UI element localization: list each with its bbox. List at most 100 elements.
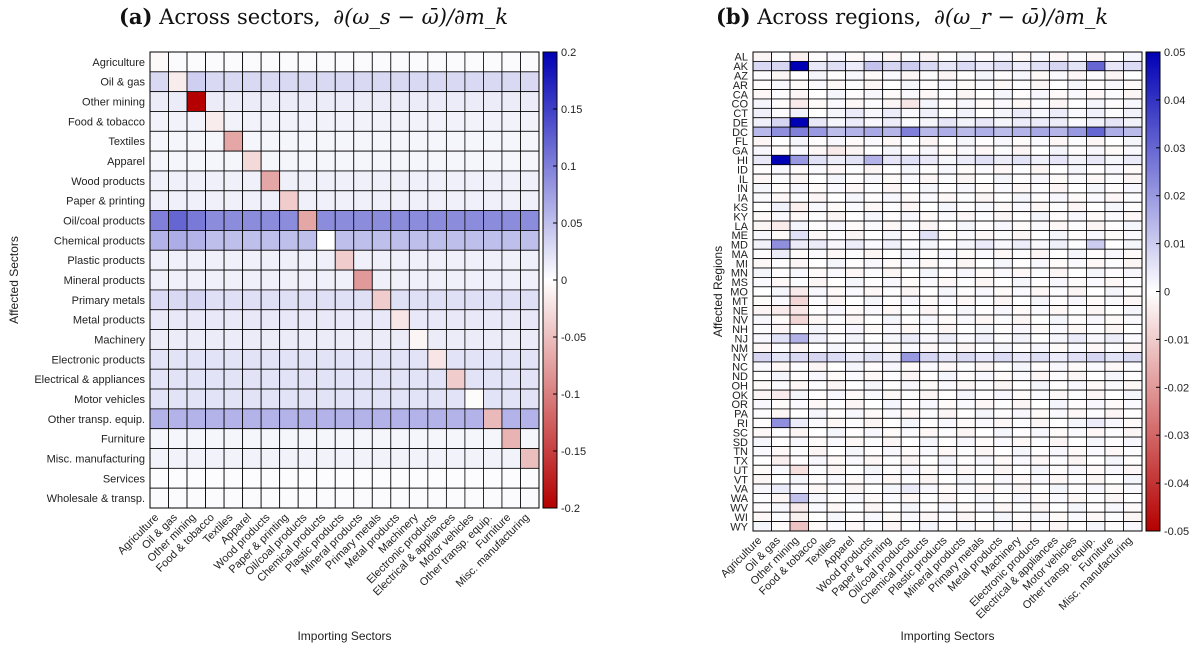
heatmap-cell-ct-metal-products [993, 107, 1013, 119]
heatmap-cell-wv-other-mining [789, 502, 809, 513]
heatmap-cell-mo-apparel [845, 286, 865, 297]
heatmap-cell-misc-manufacturing-plastic-products [334, 448, 355, 469]
heatmap-cell-il-furniture [1104, 173, 1124, 184]
heatmap-cell-primary-metals-wood-products [260, 289, 281, 311]
heatmap-cell-ri-primary-metals [974, 417, 995, 429]
heatmap-cell-other-mining-motor-vehicles [464, 91, 484, 112]
y-tick-label: PA [734, 409, 749, 421]
heatmap-cell-me-chemical-products [919, 230, 939, 241]
heatmap-cell-me-other-mining [789, 230, 809, 241]
heatmap-cell-electronic-products-paper-printing [279, 348, 299, 370]
heatmap-cell-az-chemical-products [919, 70, 939, 81]
heatmap-cell-mt-misc-manufacturing [1123, 295, 1143, 306]
heatmap-cell-ky-motor-vehicles [1067, 211, 1087, 222]
heatmap-cell-textiles-textiles [223, 130, 244, 152]
heatmap-cell-ma-mineral-products [956, 248, 976, 260]
heatmap-cell-agriculture-metal-products [390, 51, 410, 73]
heatmap-cell-mineral-products-wood-products [260, 269, 281, 291]
heatmap-cell-textiles-apparel [242, 130, 262, 152]
heatmap-cell-nm-oil-gas [771, 342, 791, 353]
y-tick-label: MA [732, 249, 749, 261]
heatmap-cell-mt-textiles [826, 295, 847, 306]
heatmap-cell-nc-apparel [845, 361, 865, 372]
heatmap-cell-nv-metal-products [993, 314, 1013, 325]
heatmap-cell-nm-furniture [1104, 342, 1124, 353]
heatmap-cell-ca-oil-coal-products [900, 89, 921, 100]
heatmap-cell-id-other-transp-equip [1086, 164, 1106, 175]
heatmap-cell-va-other-transp-equip [1086, 483, 1106, 494]
heatmap-cell-hi-paper-printing [882, 154, 902, 166]
heatmap-cell-wa-other-transp-equip [1086, 493, 1106, 504]
heatmap-cell-il-chemical-products [919, 173, 939, 184]
heatmap-cell-wy-furniture [1104, 521, 1124, 532]
y-tick-label: DE [733, 117, 748, 129]
heatmap-cell-nc-chemical-products [919, 361, 939, 372]
heatmap-cell-ri-oil-coal-products [900, 417, 921, 429]
heatmap-cell-or-mineral-products [956, 399, 976, 410]
heatmap-cell-food-tobacco-primary-metals [371, 111, 392, 132]
heatmap-cell-ks-apparel [845, 201, 865, 213]
heatmap-cell-ia-food-tobacco [808, 192, 828, 203]
heatmap-cell-nc-electrical-appliances [1048, 361, 1069, 372]
heatmap-cell-ma-misc-manufacturing [1123, 248, 1143, 260]
heatmap-cell-wholesale-transp-paper-printing [279, 487, 299, 509]
heatmap-cell-tx-machinery [1011, 455, 1032, 466]
y-tick-label: NV [733, 315, 749, 327]
heatmap-cell-or-furniture [1104, 399, 1124, 410]
heatmap-cell-ga-oil-gas [771, 145, 791, 156]
heatmap-cell-mt-chemical-products [919, 295, 939, 306]
heatmap-cell-furniture-machinery [408, 428, 429, 449]
heatmap-cell-oil-coal-products-misc-manufacturing [520, 210, 540, 231]
heatmap-cell-md-metal-products [993, 239, 1013, 250]
heatmap-cell-furniture-other-mining [186, 428, 206, 449]
heatmap-cell-fl-electronic-products [1030, 136, 1050, 147]
heatmap-cell-electrical-appliances-apparel [242, 368, 262, 390]
heatmap-cell-ny-electrical-appliances [1048, 352, 1069, 363]
heatmap-cell-metal-products-textiles [223, 309, 244, 330]
heatmap-cell-electronic-products-oil-coal-products [297, 348, 318, 370]
heatmap-cell-machinery-motor-vehicles [464, 329, 484, 350]
heatmap-cell-misc-manufacturing-other-transp-equip [483, 448, 503, 469]
heatmap-cell-sc-textiles [826, 427, 847, 438]
heatmap-cell-apparel-oil-coal-products [297, 150, 318, 172]
heatmap-cell-other-transp-equip-electronic-products [427, 408, 447, 430]
heatmap-cell-mt-paper-printing [882, 295, 902, 306]
heatmap-cell-al-oil-gas [771, 51, 791, 62]
heatmap-cell-metal-products-chemical-products [316, 309, 336, 330]
heatmap-cell-pa-motor-vehicles [1067, 408, 1087, 419]
heatmap-cell-mo-primary-metals [974, 286, 995, 297]
heatmap-cell-co-furniture [1104, 98, 1124, 109]
heatmap-cell-la-primary-metals [974, 220, 995, 231]
heatmap-cell-misc-manufacturing-food-tobacco [205, 448, 225, 469]
heatmap-cell-services-metal-products [390, 467, 410, 489]
heatmap-cell-de-other-mining [789, 117, 809, 128]
heatmap-cell-misc-manufacturing-chemical-products [316, 448, 336, 469]
heatmap-cell-chemical-products-paper-printing [279, 230, 299, 251]
heatmap-cell-la-apparel [845, 220, 865, 231]
colorbar-tick-label: 0.01 [1164, 239, 1185, 251]
heatmap-cell-de-metal-products [993, 117, 1013, 128]
heatmap-cell-ks-metal-products [993, 201, 1013, 213]
heatmap-cell-ky-metal-products [993, 211, 1013, 222]
heatmap-cell-paper-printing-food-tobacco [205, 190, 225, 212]
heatmap-cell-furniture-metal-products [390, 428, 410, 449]
heatmap-cell-dc-mineral-products [956, 126, 976, 137]
heatmap-cell-ca-primary-metals [974, 89, 995, 100]
heatmap-cell-ct-misc-manufacturing [1123, 107, 1143, 119]
heatmap-cell-ky-mineral-products [956, 211, 976, 222]
heatmap-cell-electronic-products-electrical-appliances [445, 348, 466, 370]
heatmap-cell-ia-paper-printing [882, 192, 902, 203]
heatmap-cell-vt-electronic-products [1030, 474, 1050, 485]
y-tick-label: Oil/coal products [63, 216, 145, 228]
y-tick-label: MI [736, 258, 748, 270]
heatmap-cell-al-paper-printing [882, 51, 902, 62]
heatmap-cell-mo-textiles [826, 286, 847, 297]
heatmap-cell-services-oil-coal-products [297, 467, 318, 489]
heatmap-cell-wi-furniture [1104, 511, 1124, 523]
heatmap-cell-ks-paper-printing [882, 201, 902, 213]
heatmap-cell-wood-products-misc-manufacturing [520, 170, 540, 192]
heatmap-cell-de-food-tobacco [808, 117, 828, 128]
heatmap-cell-ca-paper-printing [882, 89, 902, 100]
heatmap-cell-ar-mineral-products [956, 79, 976, 90]
heatmap-cell-az-furniture [1104, 70, 1124, 81]
